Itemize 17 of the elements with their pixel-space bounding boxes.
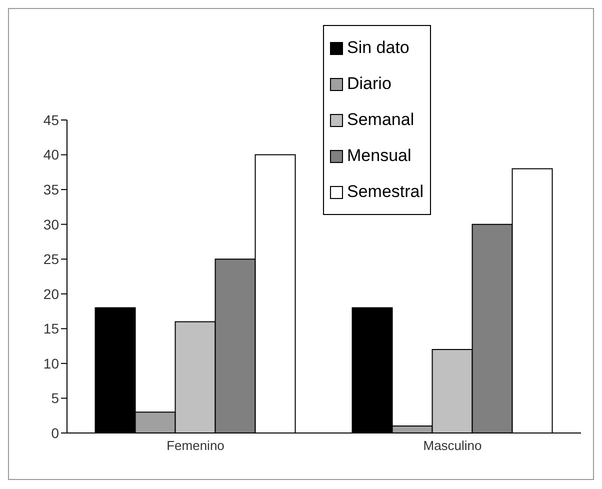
y-tick-label: 35	[43, 182, 60, 198]
y-tick-label: 15	[43, 320, 60, 337]
y-tick-label: 0	[51, 424, 60, 441]
y-tick-label: 40	[43, 146, 60, 163]
legend-label: Semestral	[347, 182, 424, 202]
legend-label: Semanal	[347, 110, 414, 130]
legend-label: Mensual	[347, 146, 412, 166]
y-tick-label: 5	[51, 390, 60, 406]
y-tick-label: 20	[43, 286, 60, 302]
x-tick-label: Masculino	[423, 438, 482, 454]
legend-label: Sin dato	[347, 38, 410, 58]
x-tick-label: Femenino	[166, 438, 224, 454]
legend-label: Diario	[347, 74, 392, 94]
y-tick-label: 10	[43, 355, 60, 372]
y-tick-label: 25	[43, 251, 60, 268]
y-tick-label: 30	[43, 216, 60, 232]
y-tick-label: 45	[43, 112, 60, 128]
